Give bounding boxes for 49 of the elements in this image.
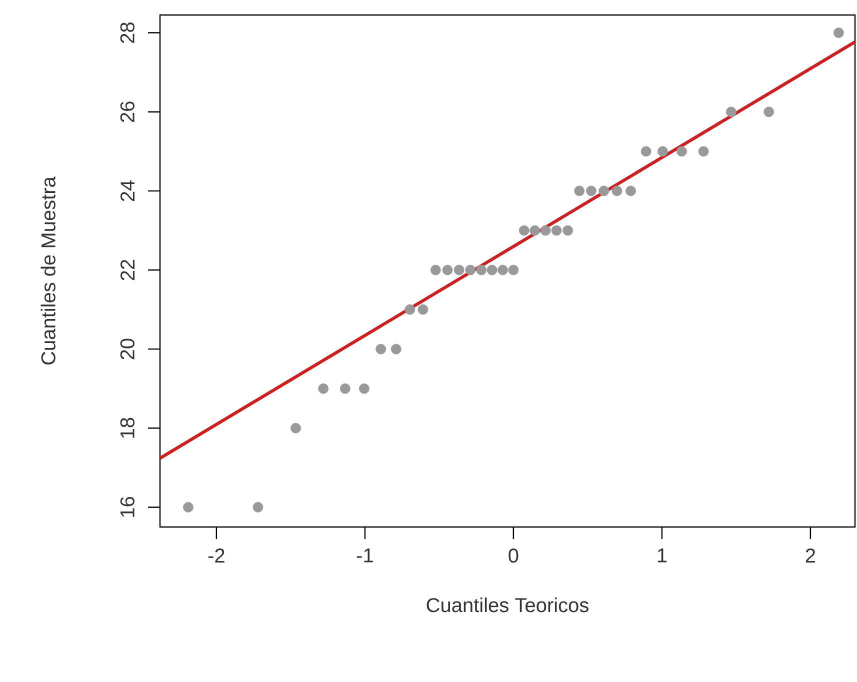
point xyxy=(498,264,508,276)
point xyxy=(290,422,301,434)
point xyxy=(486,264,498,276)
point xyxy=(676,146,687,157)
point xyxy=(657,146,668,157)
point xyxy=(454,264,464,276)
point xyxy=(418,304,428,315)
point xyxy=(586,186,596,196)
y-axis-title: Cuantiles de Muestra xyxy=(40,176,56,364)
point xyxy=(465,264,476,276)
y-tick-label: 26 xyxy=(120,102,134,122)
y-tick-label: 20 xyxy=(120,338,134,360)
x-tick-label: 0 xyxy=(508,548,518,563)
point xyxy=(430,264,441,276)
point xyxy=(562,225,573,236)
point xyxy=(574,186,585,196)
point xyxy=(726,106,736,118)
point xyxy=(183,502,194,512)
y-tick-label: 24 xyxy=(120,180,134,202)
point xyxy=(518,225,530,236)
point xyxy=(376,344,386,354)
point xyxy=(612,186,622,196)
point xyxy=(359,383,370,394)
point xyxy=(833,28,844,38)
point xyxy=(508,264,519,276)
y-tick-label: 28 xyxy=(120,22,134,43)
point xyxy=(626,186,636,196)
point xyxy=(764,106,774,118)
point xyxy=(252,502,264,512)
point xyxy=(442,264,453,276)
point xyxy=(640,146,652,157)
x-tick-label: 2 xyxy=(806,548,816,562)
y-tick-label: 22 xyxy=(120,260,134,280)
y-tick-label: 16 xyxy=(120,496,134,517)
point xyxy=(598,186,610,196)
point xyxy=(530,225,540,236)
point xyxy=(318,383,329,394)
y-tick-label: 18 xyxy=(120,418,134,438)
point xyxy=(551,225,562,236)
point xyxy=(390,344,402,354)
point xyxy=(476,264,487,276)
point xyxy=(340,383,350,394)
x-axis-title: Cuantiles Teoricos xyxy=(426,598,588,612)
x-tick-label: -1 xyxy=(356,548,373,562)
x-tick-label: -2 xyxy=(208,548,224,562)
x-tick-label: 1 xyxy=(658,548,667,562)
point xyxy=(698,146,709,157)
point xyxy=(404,304,416,315)
point xyxy=(540,225,551,236)
